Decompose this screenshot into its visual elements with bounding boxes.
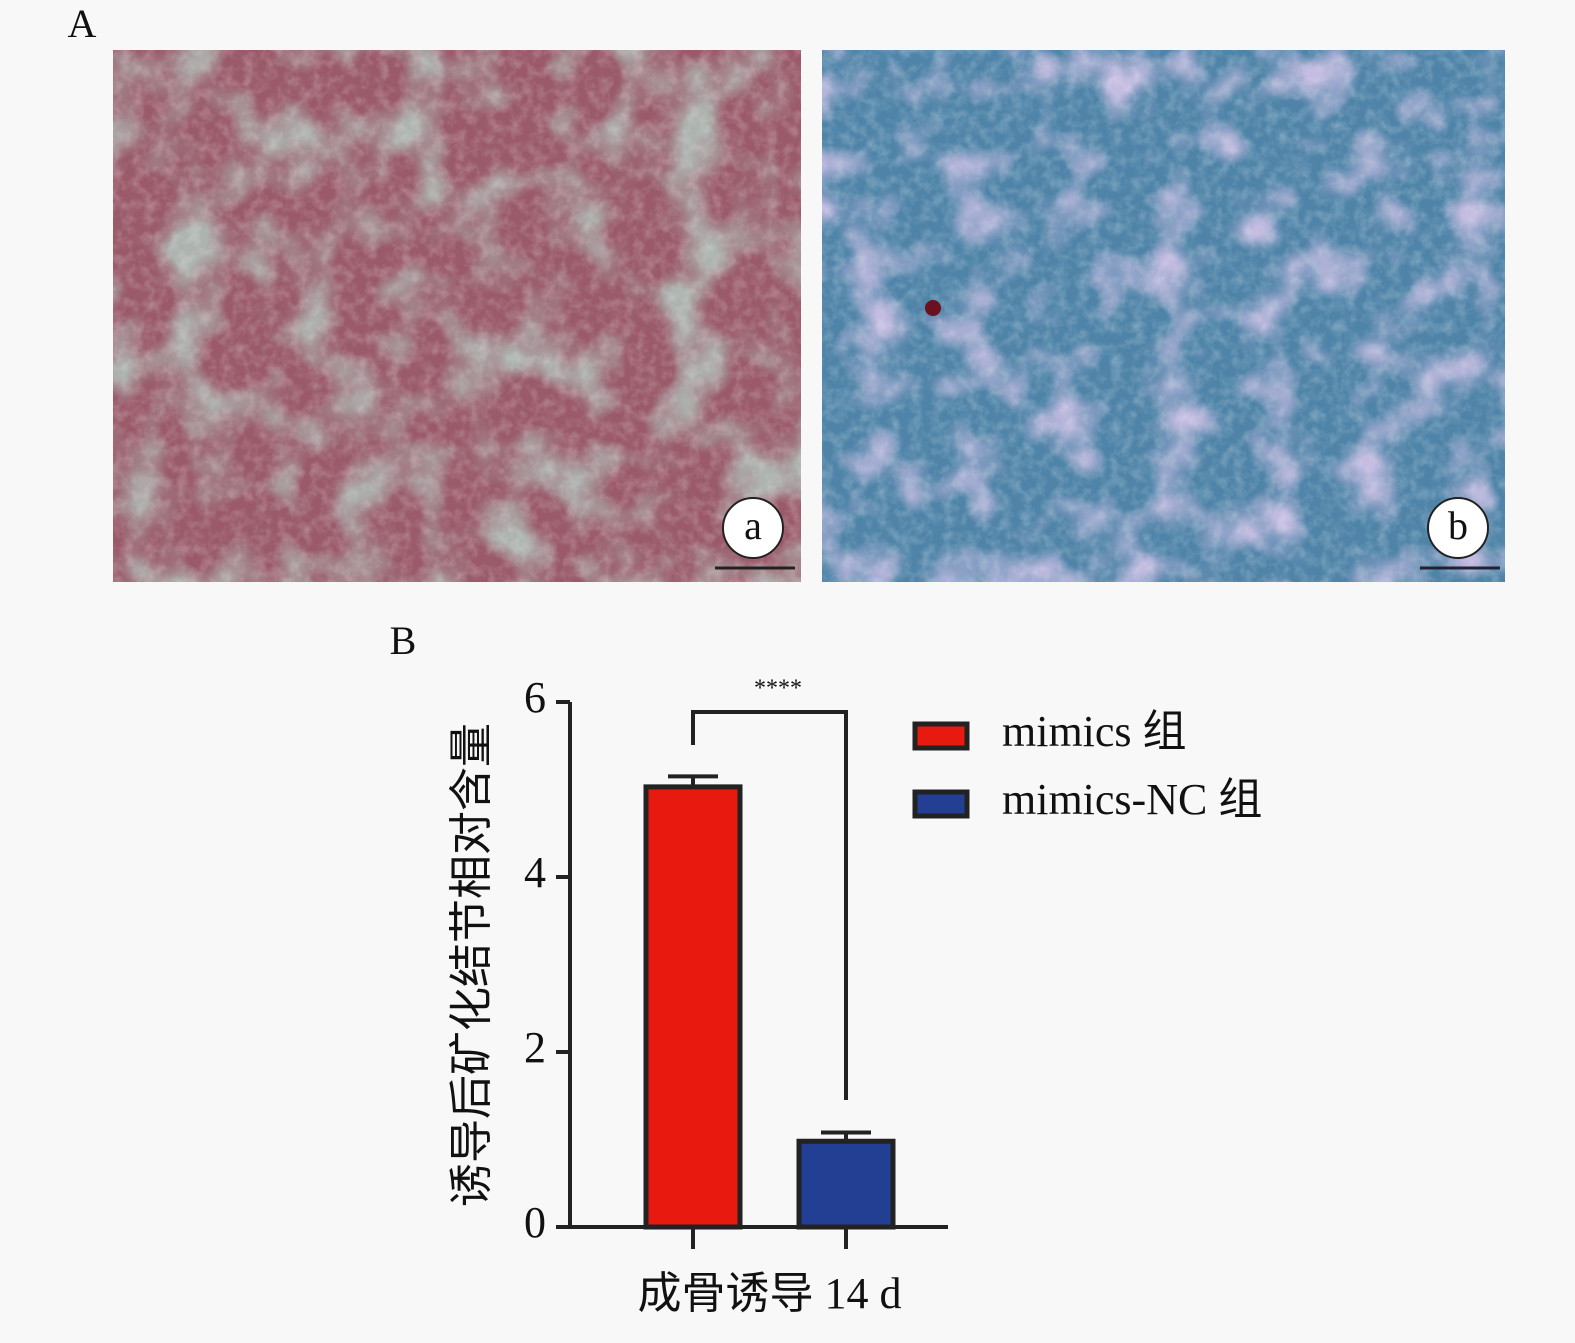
significance-label: **** — [754, 676, 802, 702]
image-label: b — [1448, 503, 1468, 548]
micrograph: b — [822, 50, 1505, 582]
bar — [796, 1138, 896, 1230]
y-tick-label: 6 — [524, 673, 546, 722]
y-axis-label: 诱导后矿化结节相对含量 — [447, 723, 496, 1207]
legend-label: mimics 组 — [1002, 707, 1187, 756]
legend-swatch — [912, 789, 970, 819]
y-tick-label: 4 — [524, 848, 546, 897]
image-label: a — [744, 503, 762, 548]
panel-label: B — [390, 618, 417, 663]
micrograph: a — [113, 50, 801, 582]
y-tick-label: 0 — [524, 1198, 546, 1247]
legend-swatch — [912, 721, 970, 751]
bar — [643, 784, 743, 1230]
panel-label: A — [68, 1, 97, 46]
y-tick-label: 2 — [524, 1023, 546, 1072]
significance-bracket — [691, 710, 848, 1100]
x-tick-label: 成骨诱导 14 d — [638, 1269, 902, 1318]
legend-label: mimics-NC 组 — [1002, 775, 1262, 824]
